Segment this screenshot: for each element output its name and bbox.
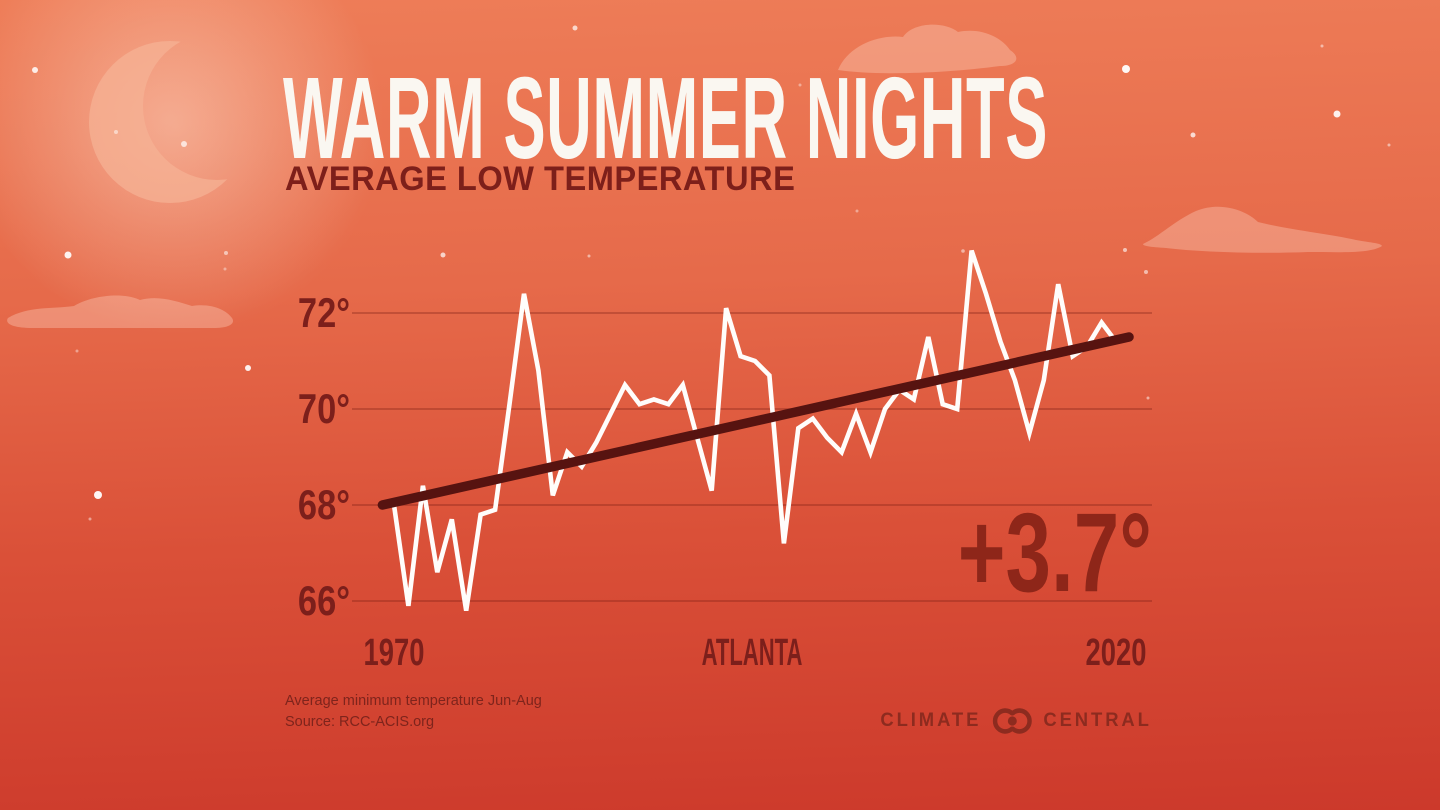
clouds xyxy=(7,24,1382,328)
logo-text-central: CENTRAL xyxy=(1043,710,1152,731)
stars xyxy=(32,25,1391,521)
climate-central-mark-icon xyxy=(993,708,1032,734)
logo-text-climate: CLIMATE xyxy=(880,710,982,731)
temperature-series-line xyxy=(391,249,1119,611)
cloud-top-right xyxy=(838,24,1017,74)
page-title: WARM SUMMER NIGHTS xyxy=(283,53,1048,183)
page-subtitle: AVERAGE LOW TEMPERATURE xyxy=(285,160,796,198)
cloud-left xyxy=(7,295,234,328)
trend-annotation: +3.7° xyxy=(957,490,1152,615)
y-axis-label-66: 66° xyxy=(297,577,350,624)
x-axis-label-1970: 1970 xyxy=(363,632,425,674)
footnote-line-2: Source: RCC-ACIS.org xyxy=(285,714,435,730)
footnote: Average minimum temperature Jun-Aug Sour… xyxy=(285,691,542,733)
moon-crescent-icon xyxy=(60,20,280,240)
trend-line xyxy=(377,332,1134,510)
location-label: ATLANTA xyxy=(701,632,803,674)
x-axis-label-2020: 2020 xyxy=(1085,632,1147,674)
y-axis-label-70: 70° xyxy=(297,385,350,432)
footnote-line-1: Average minimum temperature Jun-Aug xyxy=(285,693,542,709)
cloud-right xyxy=(1143,206,1382,253)
y-axis-label-68: 68° xyxy=(297,481,350,528)
y-axis-label-72: 72° xyxy=(297,289,350,336)
climate-central-logo: CLIMATE CENTRAL xyxy=(881,707,1152,735)
